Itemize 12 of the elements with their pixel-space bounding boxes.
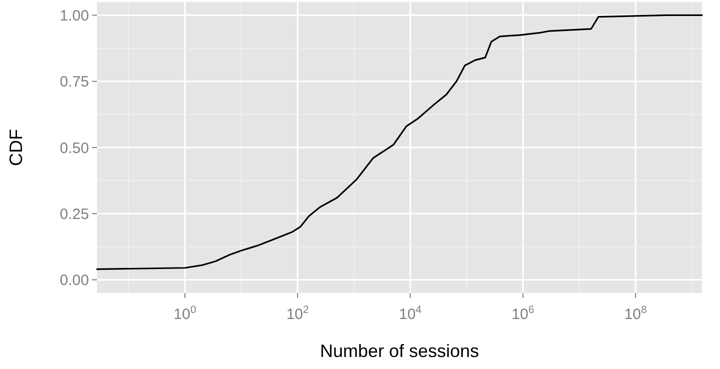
- y-tick-label: 0.00: [60, 272, 89, 290]
- x-tick-label: 10$^{8}$: [624, 304, 648, 323]
- x-tick-label: 10$^{2}$: [286, 304, 310, 323]
- x-tick-label: 10$^{6}$: [512, 304, 534, 323]
- x-axis-title: Number of sessions: [320, 341, 480, 361]
- y-tick-label: 0.50: [60, 140, 89, 157]
- y-tick-label: 1.00: [60, 7, 89, 24]
- y-axis-title: CDF: [6, 129, 26, 166]
- x-tick-label: 10$^{4}$: [398, 304, 422, 323]
- y-tick-label: 0.75: [60, 74, 89, 91]
- x-tick-label: 10$^{0}$: [174, 304, 196, 323]
- y-tick-label: 0.25: [60, 206, 89, 223]
